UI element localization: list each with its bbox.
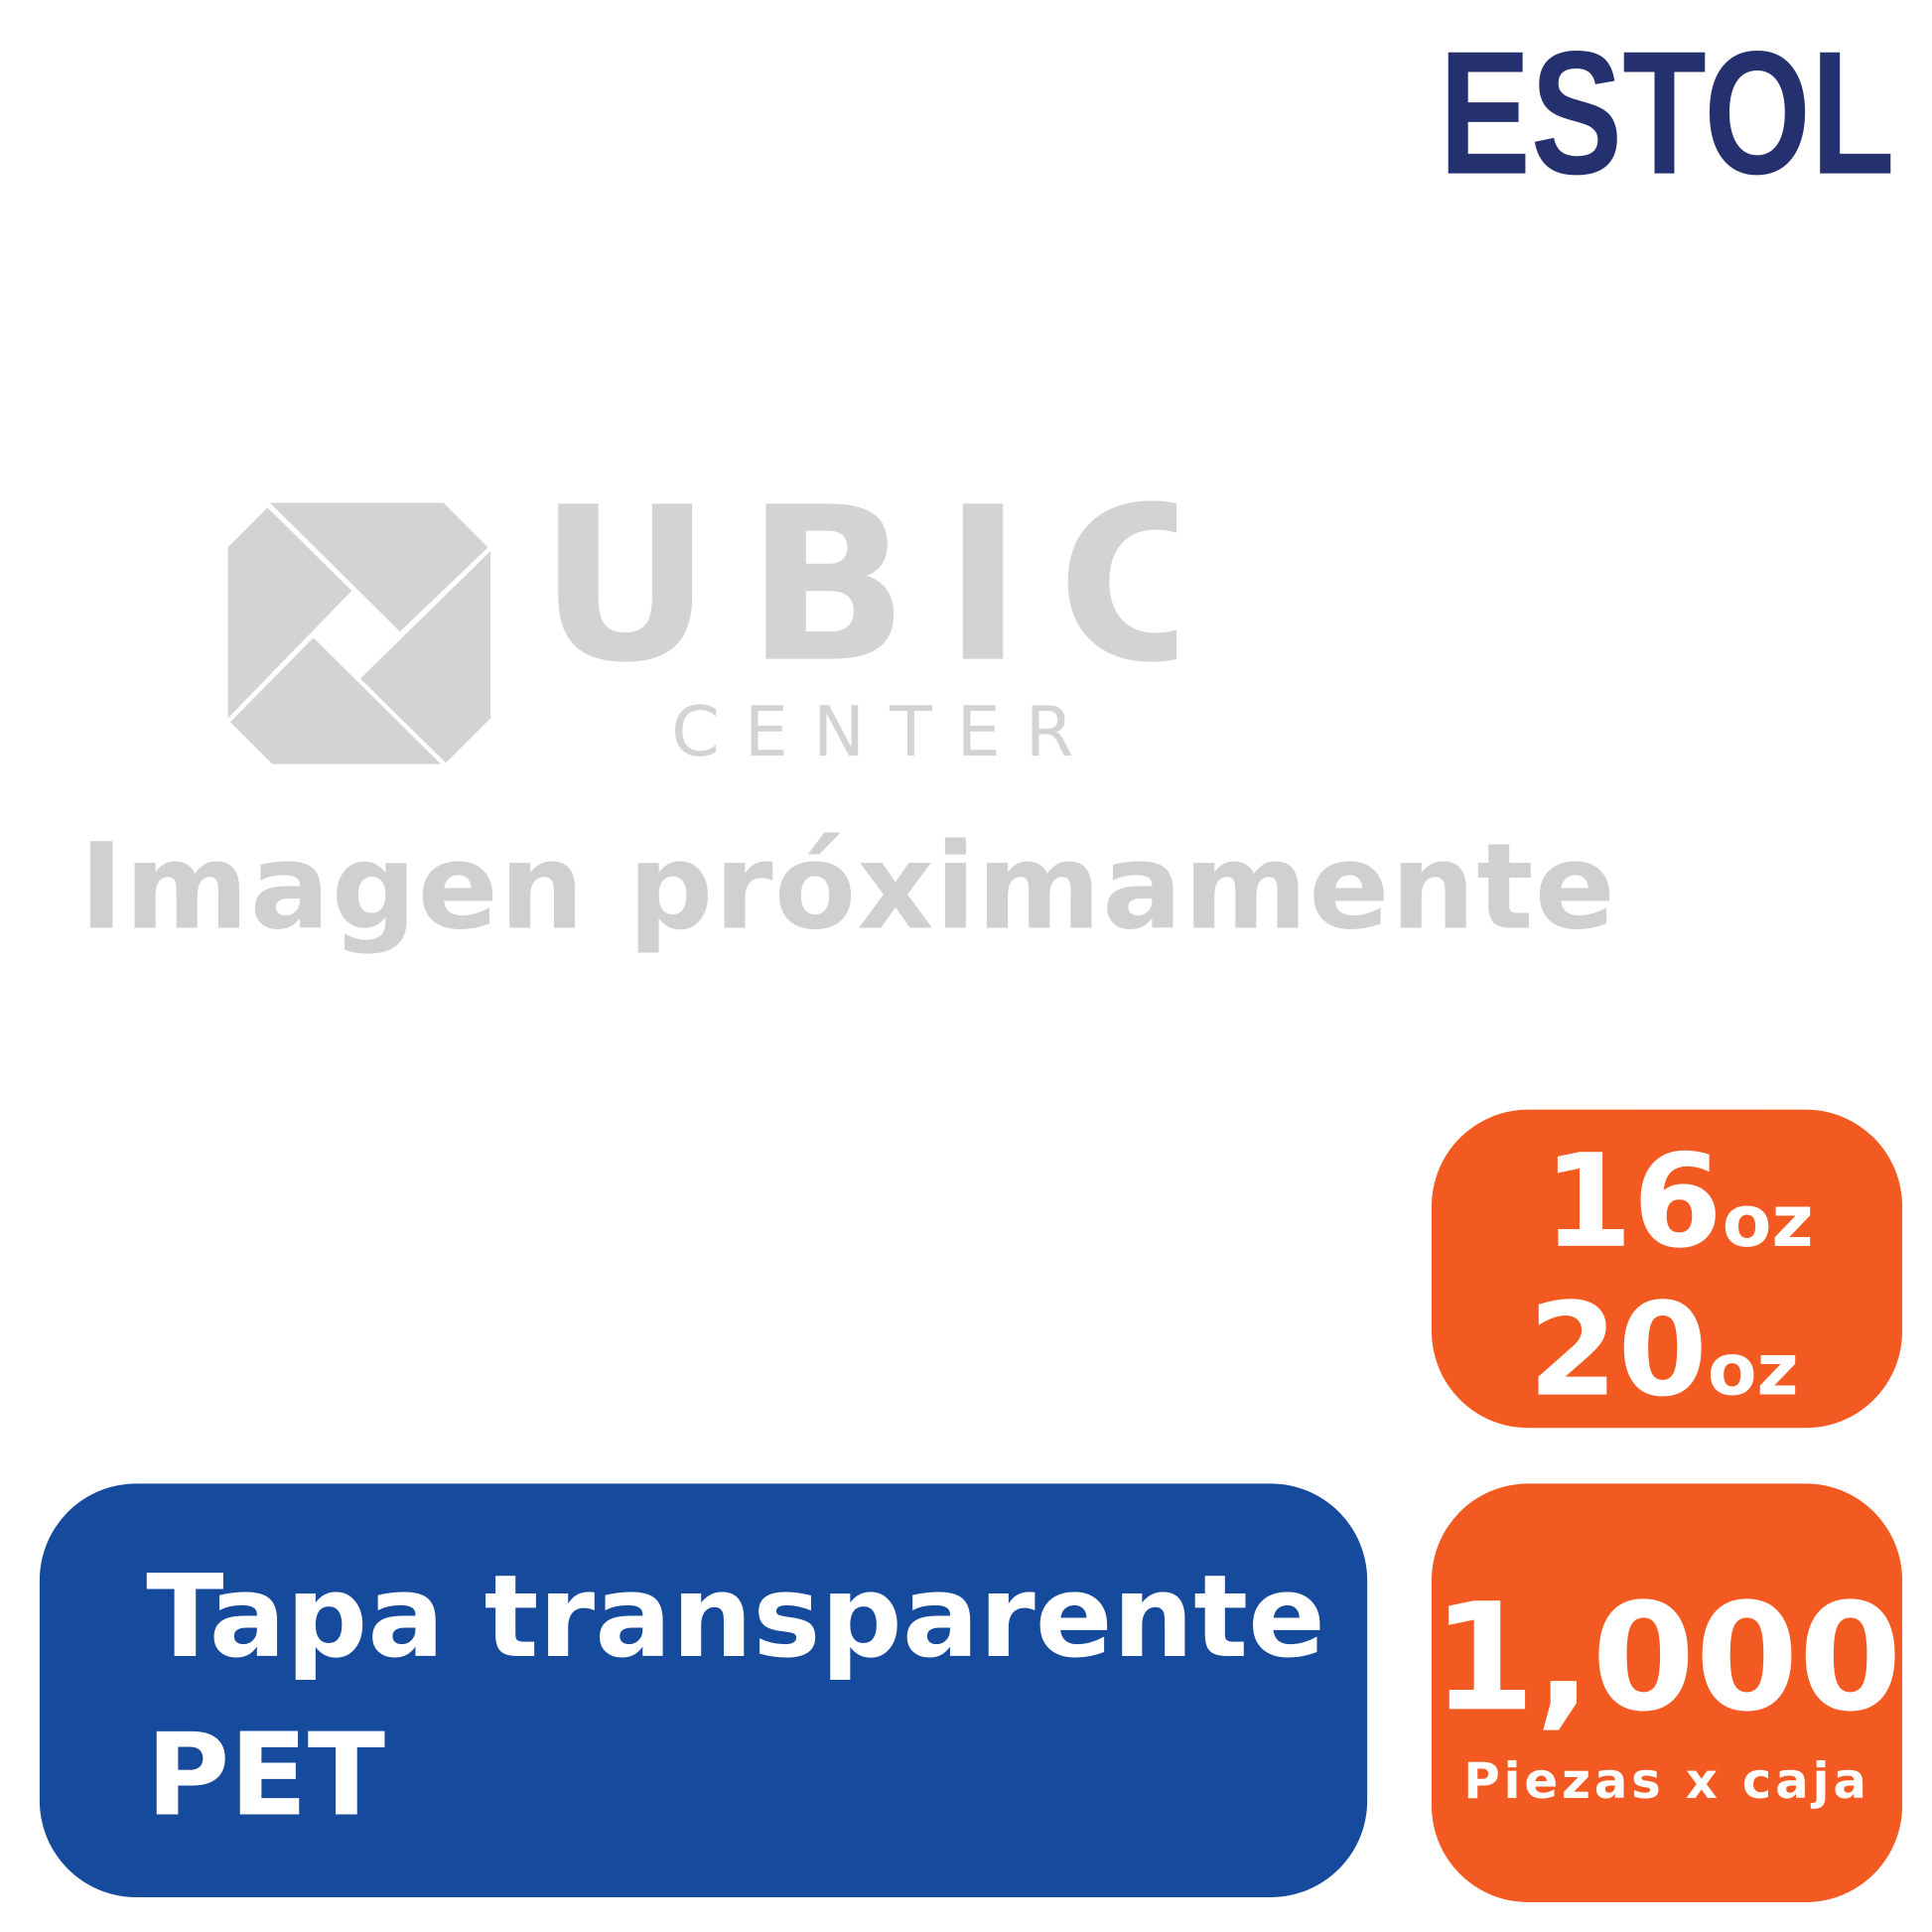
image-coming-soon-text: Imagen próximamente (78, 817, 1617, 956)
size-value: 16 (1543, 1125, 1723, 1278)
sizes-badge: 16oz 20oz (1431, 1109, 1903, 1429)
product-name-line1: Tapa transparente (146, 1550, 1325, 1684)
estol-logo: ESTOL (1439, 37, 1894, 179)
quantity-label: Piezas x caja (1463, 1753, 1870, 1811)
svg-text:ESTOL: ESTOL (1439, 37, 1894, 179)
product-name-line2: PET (146, 1709, 385, 1842)
size-value: 20 (1528, 1274, 1708, 1426)
svg-text:CENTER: CENTER (671, 692, 1098, 772)
size-unit: oz (1722, 1178, 1814, 1264)
size-16oz: 16oz (1543, 1137, 1813, 1266)
size-20oz: 20oz (1528, 1286, 1798, 1415)
quantity-value: 1,000 (1432, 1573, 1902, 1745)
quantity-badge: 1,000 Piezas x caja (1431, 1483, 1903, 1903)
product-name-banner: Tapa transparente PET (39, 1483, 1368, 1898)
product-name: Tapa transparente PET (146, 1538, 1325, 1855)
size-unit: oz (1707, 1327, 1799, 1413)
